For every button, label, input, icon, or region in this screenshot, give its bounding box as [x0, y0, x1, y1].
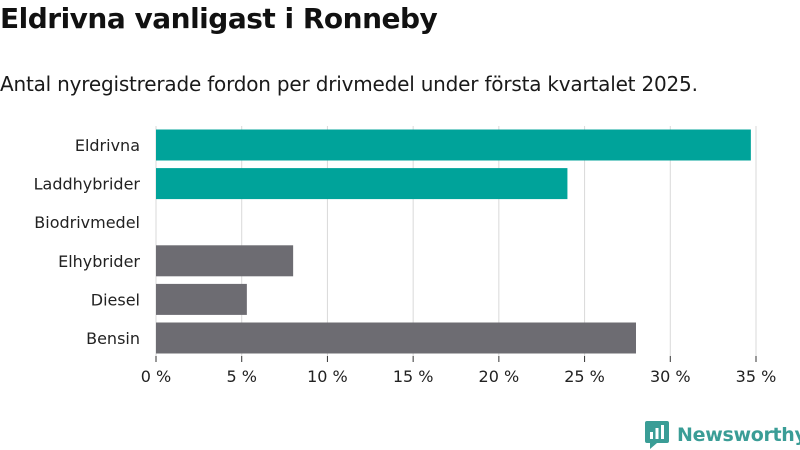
category-label: Eldrivna [75, 136, 140, 155]
bar [156, 129, 751, 161]
chart-grid [155, 126, 757, 356]
category-label: Laddhybrider [34, 175, 141, 194]
x-tick-label: 30 % [650, 367, 691, 386]
x-tick-label: 15 % [393, 367, 434, 386]
category-labels: Eldrivna Laddhybrider Biodrivmedel Elhybrid… [34, 136, 141, 348]
bar [156, 168, 568, 200]
chart-subtitle: Antal nyregistrerade fordon per drivmede… [0, 72, 698, 96]
category-label: Elhybrider [58, 252, 140, 271]
bar [156, 283, 247, 315]
brand-name: Newsworthy [677, 424, 800, 446]
category-label: Bensin [86, 329, 140, 348]
newsworthy-brand: Newsworthy [644, 420, 800, 450]
x-tick-label: 25 % [564, 367, 605, 386]
x-tick-label: 10 % [307, 367, 348, 386]
x-axis-ticks: 0 % 5 % 10 % 15 % 20 % 25 % 30 % 35 % [141, 356, 777, 386]
x-tick-label: 0 % [141, 367, 171, 386]
bar [156, 322, 636, 354]
x-tick-label: 35 % [736, 367, 777, 386]
chart-bars [156, 129, 751, 354]
category-label: Biodrivmedel [34, 213, 140, 232]
bar [156, 245, 294, 277]
category-label: Diesel [91, 290, 140, 309]
x-tick-label: 20 % [479, 367, 520, 386]
chart-title: Eldrivna vanligast i Ronneby [0, 2, 438, 35]
x-tick-label: 5 % [226, 367, 256, 386]
newsworthy-logo-icon [645, 421, 669, 449]
